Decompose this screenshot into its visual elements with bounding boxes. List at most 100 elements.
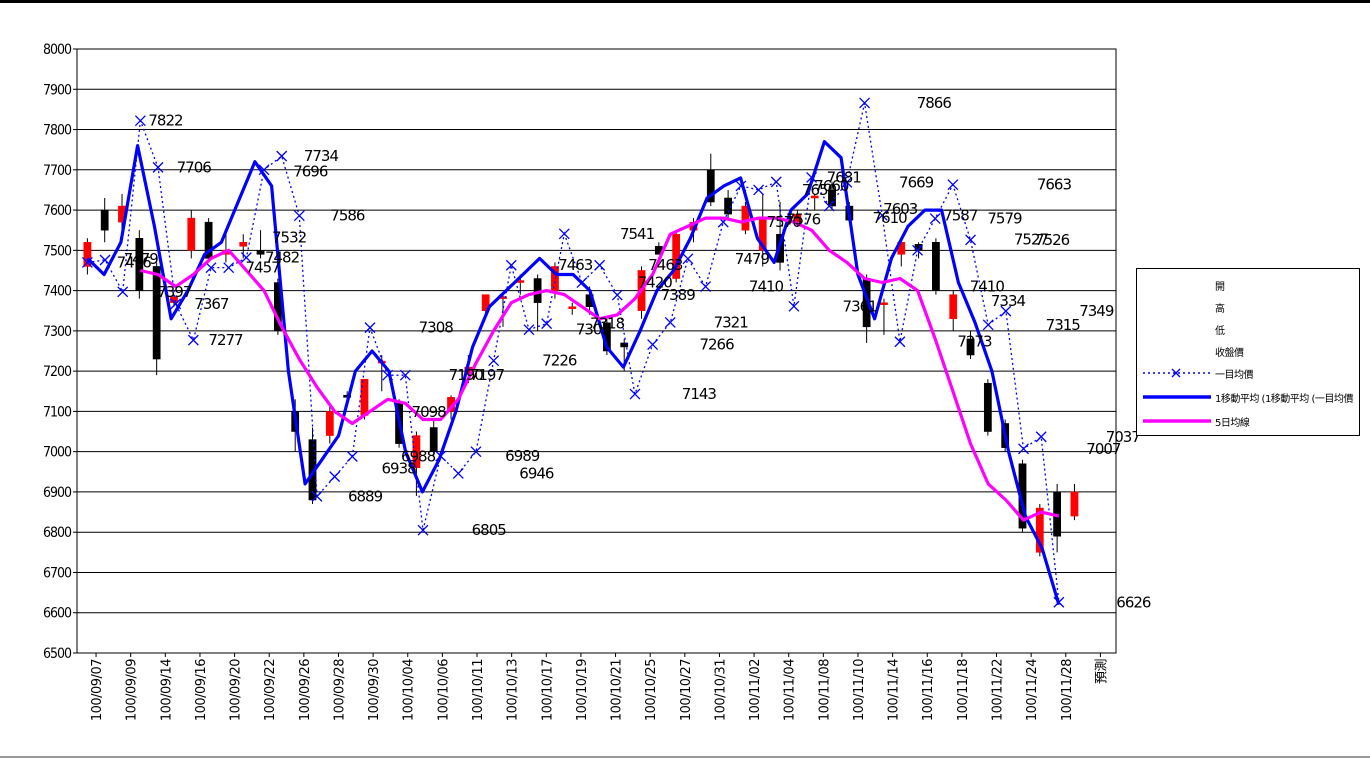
legend-swatch-open [1141, 275, 1213, 295]
x-tick-label: 100/09/30 [367, 659, 382, 721]
candle-body [949, 294, 958, 320]
y-tick-label: 7500 [43, 243, 72, 259]
data-label: 7669 [899, 173, 934, 191]
data-label: 7143 [682, 385, 717, 403]
legend-item-low: 低 [1137, 319, 1359, 339]
series-avg-point [187, 334, 199, 346]
series-avg-point [293, 210, 305, 222]
candle-body [83, 242, 92, 267]
data-label: 7277 [208, 331, 243, 349]
data-label: 7479 [735, 250, 770, 268]
x-tick-label: 100/09/16 [194, 659, 209, 721]
series-avg-point [452, 467, 464, 479]
series-lines [81, 97, 1065, 608]
candle-body [481, 294, 490, 311]
data-label: 7866 [917, 94, 952, 112]
data-label: 7397 [157, 283, 192, 301]
data-label: 7479 [124, 250, 159, 268]
data-label: 7463 [648, 256, 683, 274]
series-avg-point [876, 209, 888, 221]
series-avg-point [929, 213, 941, 224]
legend-swatch-low [1141, 319, 1213, 339]
series-avg-point [488, 355, 500, 367]
candle-body [135, 238, 144, 291]
data-label: 7650 [802, 181, 837, 199]
candle-body [360, 378, 369, 416]
candle-body [706, 169, 715, 203]
candle-body [880, 302, 888, 305]
data-label: 7367 [194, 295, 229, 313]
data-label: 7579 [987, 210, 1022, 228]
data-label: 7696 [293, 162, 328, 180]
data-label: 7526 [1035, 231, 1070, 249]
series-5ma-line [140, 216, 1060, 522]
candle-body [741, 205, 750, 231]
data-label: 6946 [519, 464, 554, 482]
x-tick-label: 100/10/19 [575, 659, 590, 721]
legend-swatch-avg [1143, 368, 1211, 378]
series-avg-point [947, 179, 959, 191]
data-label: 7321 [714, 313, 749, 331]
x-tick-label: 100/10/31 [713, 659, 728, 721]
legend-label-high: 高 [1215, 304, 1225, 315]
y-tick-label: 7300 [43, 324, 72, 340]
y-tick-label: 6700 [43, 565, 72, 581]
plot-area [76, 48, 1117, 654]
y-tick-label: 6500 [43, 646, 72, 662]
legend-label-5ma: 5日均線 [1215, 418, 1250, 429]
data-label: 7734 [304, 147, 339, 165]
series-avg-point [505, 259, 517, 271]
data-label: 7308 [419, 319, 454, 337]
series-avg-point [417, 524, 429, 536]
data-label: 7527 [1014, 230, 1049, 248]
data-label: 7660 [814, 177, 849, 195]
candle-body [620, 342, 629, 348]
data-label: 7266 [699, 336, 734, 354]
series-avg-point [965, 234, 976, 246]
series-avg-point [205, 262, 217, 274]
series-avg-point [258, 164, 270, 176]
legend-label-close: 收盤價 [1215, 348, 1244, 359]
data-label: 7007 [1086, 440, 1121, 458]
x-tick-label: 100/09/09 [125, 659, 140, 721]
data-label: 7420 [638, 274, 673, 292]
candle-body [966, 338, 975, 356]
data-label: 7541 [620, 225, 655, 243]
series-avg-point [399, 369, 411, 381]
data-label: 7334 [991, 292, 1026, 310]
x-tick-label: 100/11/28 [1060, 659, 1075, 721]
data-label: 7587 [943, 206, 978, 224]
series-avg-point [134, 115, 146, 127]
legend-item-avg: 一目均價 [1137, 363, 1359, 383]
legend-label-avg: 一目均價 [1215, 370, 1254, 381]
data-label: 7610 [873, 209, 908, 227]
candle-body [724, 197, 732, 215]
gridlines [73, 48, 1117, 654]
legend-swatch-ma [1143, 395, 1211, 399]
x-tick-label: 100/09/26 [298, 659, 313, 721]
candle-body [810, 195, 819, 199]
x-tick-label: 100/09/28 [332, 659, 347, 721]
candle-body [412, 435, 421, 469]
candle-body [204, 221, 213, 259]
series-avg-point [346, 451, 358, 462]
top-border [0, 0, 1370, 3]
legend-swatch-high [1141, 297, 1213, 317]
legend-item-5ma: 5日均線 [1137, 411, 1359, 431]
data-label: 6889 [348, 487, 383, 505]
series-avg-line [87, 102, 1060, 603]
x-tick-label: 100/11/22 [991, 659, 1006, 721]
annotations: 7822770674767479739773677277745775327482… [117, 94, 1152, 611]
x-tick-label: 100/11/10 [852, 659, 867, 721]
x-tick-label: 100/09/20 [229, 659, 244, 721]
legend: 開 高 低 收盤價 一目均價 1移動平均 (1移動平均 (一目均價 5日均線 [1136, 268, 1360, 436]
data-label: 7273 [957, 333, 992, 351]
x-tick-label: 100/10/21 [610, 659, 625, 721]
y-axis: 8000 7900 7800 7700 7600 7500 7400 7300 7200 7100… [43, 42, 73, 662]
series-avg-point [364, 322, 376, 334]
x-tick-label: 100/09/22 [263, 659, 278, 721]
data-label: 7037 [1106, 428, 1141, 446]
x-tick-label: 100/11/08 [817, 659, 832, 721]
legend-label-ma: 1移動平均 (1移動平均 (一目均價 [1215, 394, 1353, 405]
